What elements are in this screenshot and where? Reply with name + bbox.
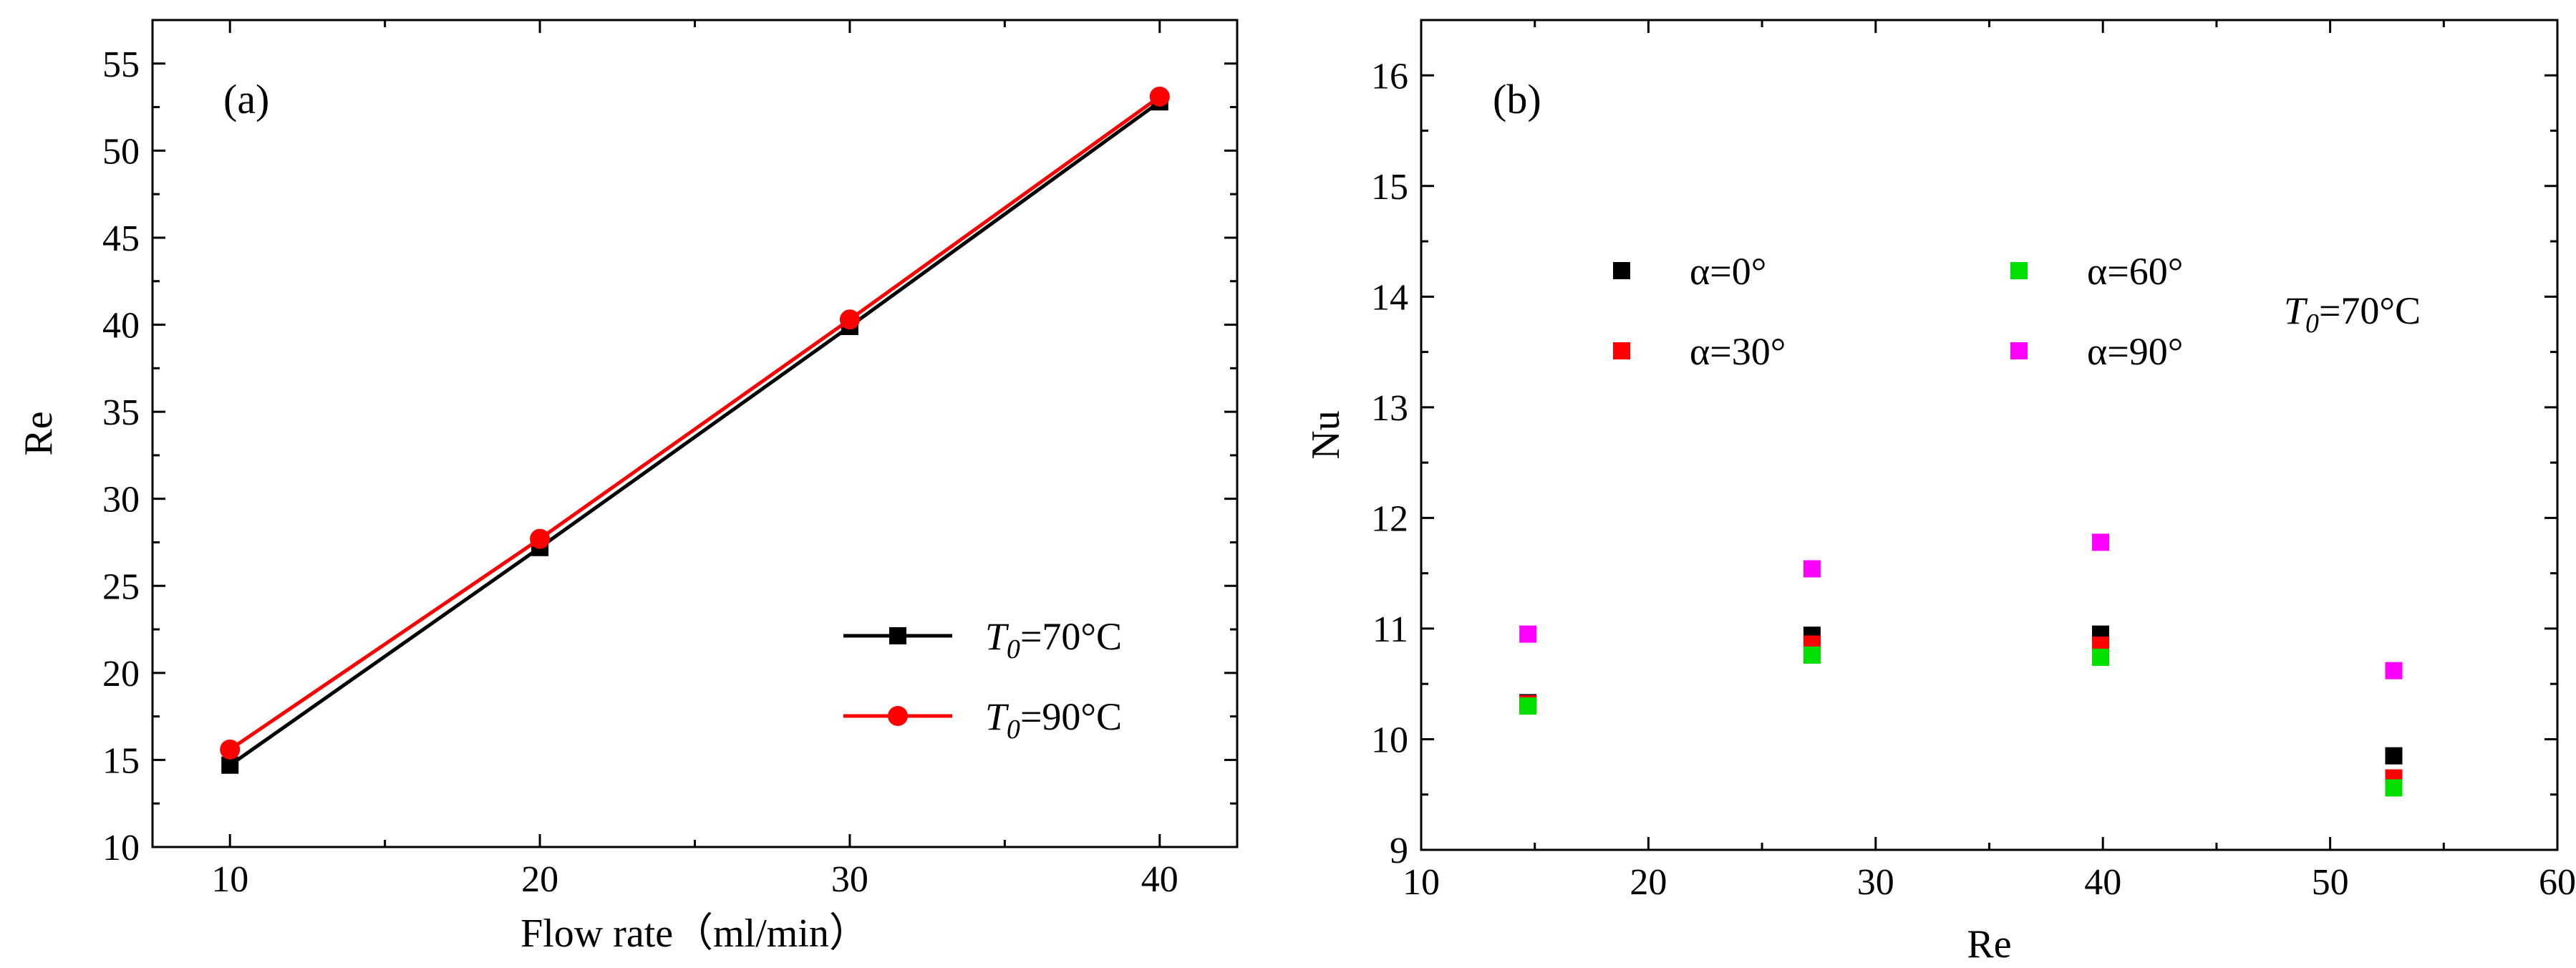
y-tick-label: 40 bbox=[102, 306, 140, 347]
y-tick-label: 55 bbox=[102, 44, 140, 85]
x-tick-label: 50 bbox=[2312, 862, 2349, 903]
data-point-2-3 bbox=[2385, 779, 2403, 797]
y-tick-label: 10 bbox=[1371, 720, 1408, 760]
x-tick-label: 10 bbox=[211, 859, 248, 900]
x-axis-title-b: Re bbox=[1967, 922, 2011, 967]
annotation-temperature: T0=70°C bbox=[2284, 289, 2421, 339]
data-point-1-1 bbox=[530, 528, 551, 549]
y-tick-label: 15 bbox=[102, 740, 140, 781]
y-tick-label: 16 bbox=[1371, 56, 1408, 97]
x-tick-label: 20 bbox=[1630, 862, 1667, 903]
chart-a: 10 20 30 40 10 15 20 25 30 35 40 45 50 55 (a) Flow rate… bbox=[16, 19, 1239, 956]
x-tick-label: 60 bbox=[2539, 862, 2576, 903]
data-point-3-3 bbox=[2385, 662, 2403, 679]
series-line-0 bbox=[228, 100, 1161, 767]
data-point-3-0 bbox=[1519, 625, 1537, 643]
data-point-3-1 bbox=[1803, 560, 1821, 578]
x-tick-label: 30 bbox=[831, 859, 868, 900]
legend-label-0: T0=70°C bbox=[985, 615, 1122, 664]
legend-label-0: α=0° bbox=[1690, 250, 1766, 293]
data-point-0-3 bbox=[2385, 747, 2403, 765]
x-tick-label: 20 bbox=[521, 859, 558, 900]
panel-label-a: (a) bbox=[223, 76, 269, 122]
data-point-3-2 bbox=[2092, 533, 2110, 551]
x-axis-title-a: Flow rate（ml/min） bbox=[520, 911, 869, 956]
legend-label-3: α=90° bbox=[2087, 330, 2183, 373]
x-tick-label: 30 bbox=[1857, 862, 1894, 903]
data-point-2-2 bbox=[2092, 649, 2110, 667]
y-tick-label: 12 bbox=[1371, 498, 1408, 539]
legend-label-1: T0=90°C bbox=[985, 695, 1122, 745]
y-axis-title-b: Nu bbox=[1304, 410, 1348, 459]
y-tick-label: 20 bbox=[102, 654, 140, 694]
y-tick-label: 13 bbox=[1371, 388, 1408, 429]
y-tick-label: 11 bbox=[1372, 609, 1408, 650]
y-tick-label: 30 bbox=[102, 480, 140, 521]
legend-marker-0 bbox=[889, 627, 906, 644]
data-point-1-0 bbox=[220, 739, 241, 760]
data-point-2-0 bbox=[1519, 697, 1537, 715]
x-tick-label: 40 bbox=[2084, 862, 2121, 903]
data-point-2-1 bbox=[1803, 647, 1821, 664]
y-tick-label: 50 bbox=[102, 131, 140, 172]
y-axis-title-a: Re bbox=[16, 411, 61, 455]
legend-marker-1 bbox=[888, 706, 908, 726]
series-line-1 bbox=[228, 95, 1161, 751]
data-point-1-3 bbox=[1149, 86, 1170, 107]
data-point-1-2 bbox=[839, 309, 860, 330]
x-tick-label: 40 bbox=[1141, 859, 1178, 900]
plot-frame bbox=[1420, 19, 2559, 851]
legend-marker-2 bbox=[2010, 262, 2028, 279]
legend-marker-1 bbox=[1613, 342, 1630, 359]
panel-label-b: (b) bbox=[1493, 76, 1541, 122]
legend-marker-3 bbox=[2010, 342, 2028, 359]
y-tick-label: 45 bbox=[102, 218, 140, 259]
legend-label-2: α=60° bbox=[2087, 250, 2183, 293]
legend-label-1: α=30° bbox=[1690, 330, 1786, 373]
y-tick-label: 25 bbox=[102, 566, 140, 607]
y-tick-label: 14 bbox=[1371, 277, 1408, 318]
x-tick-label: 10 bbox=[1403, 862, 1440, 903]
y-tick-label: 15 bbox=[1371, 167, 1408, 208]
legend-marker-0 bbox=[1613, 262, 1630, 279]
y-tick-label: 35 bbox=[102, 392, 140, 433]
y-tick-label: 9 bbox=[1390, 831, 1408, 871]
y-tick-label: 10 bbox=[102, 828, 140, 868]
